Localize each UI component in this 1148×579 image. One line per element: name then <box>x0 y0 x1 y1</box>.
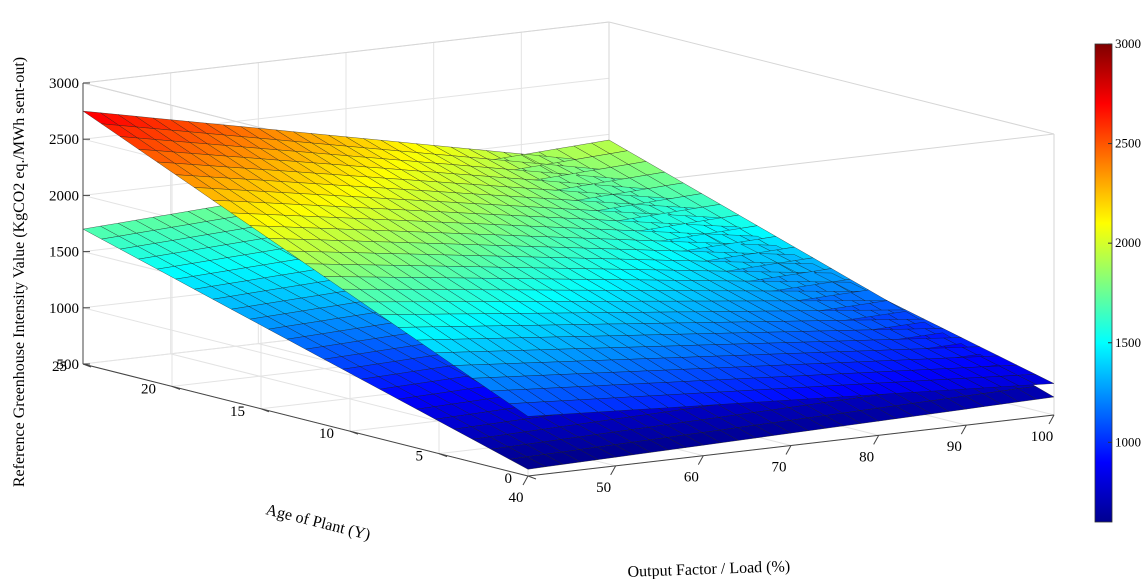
y-tick-label: 5 <box>416 449 424 465</box>
colorbar-tick-label: 2000 <box>1115 235 1141 250</box>
x-tick-label: 90 <box>947 439 962 455</box>
y-axis-line <box>82 363 529 477</box>
x-tick-label: 100 <box>1031 429 1054 445</box>
colorbar-tick-label: 1000 <box>1115 434 1141 449</box>
y-axis-label: Age of Plant (Y) <box>264 501 372 543</box>
y-tick-label: 25 <box>52 359 67 375</box>
y-tick-label: 10 <box>319 426 334 442</box>
x-tick-mark <box>960 424 967 435</box>
x-tick-label: 60 <box>684 470 699 486</box>
z-axis-label: Reference Greenhouse Intensity Value (Kg… <box>11 57 28 487</box>
front-axes: 4050607080901000510152025500100015002000… <box>49 76 1055 506</box>
y-tick-label: 15 <box>230 404 245 420</box>
colorbar: 1000 1500 2000 2500 3000 <box>1094 36 1141 523</box>
z-tick-label: 3000 <box>49 76 79 92</box>
y-tick-mark <box>260 408 270 413</box>
surface-cell <box>1017 386 1055 400</box>
surfaces <box>82 110 1055 470</box>
z-tick-label: 1000 <box>49 301 79 317</box>
x-tick-mark <box>697 455 704 465</box>
x-tick-mark <box>1048 414 1055 425</box>
box-edge <box>82 21 610 84</box>
z-tick-label: 2000 <box>49 188 79 204</box>
x-tick-mark <box>785 445 792 455</box>
z-tick-label: 500 <box>57 357 80 373</box>
x-tick-label: 40 <box>509 490 524 506</box>
z-tick-label: 2500 <box>49 132 79 148</box>
z-tick-label: 1500 <box>49 245 79 261</box>
y-tick-mark <box>438 453 448 458</box>
y-tick-mark <box>527 475 537 480</box>
colorbar-gradient <box>1094 43 1113 523</box>
y-tick-label: 0 <box>505 471 513 487</box>
y-tick-mark <box>349 430 359 435</box>
surface-cell <box>1017 374 1055 385</box>
box-edge <box>608 21 1055 135</box>
x-tick-label: 70 <box>772 460 787 476</box>
x-axis-label: Output Factor / Load (%) <box>627 558 790 579</box>
x-tick-mark <box>610 465 617 476</box>
colorbar-tick-label: 2500 <box>1115 136 1141 151</box>
x-tick-label: 50 <box>596 480 611 496</box>
x-tick-mark <box>522 475 529 486</box>
y-tick-label: 20 <box>141 381 156 397</box>
x-tick-mark <box>873 435 880 445</box>
colorbar-tick-label: 1500 <box>1115 335 1141 350</box>
y-tick-mark <box>171 385 181 390</box>
x-tick-label: 80 <box>859 449 874 465</box>
colorbar-tick-label: 3000 <box>1115 36 1141 51</box>
